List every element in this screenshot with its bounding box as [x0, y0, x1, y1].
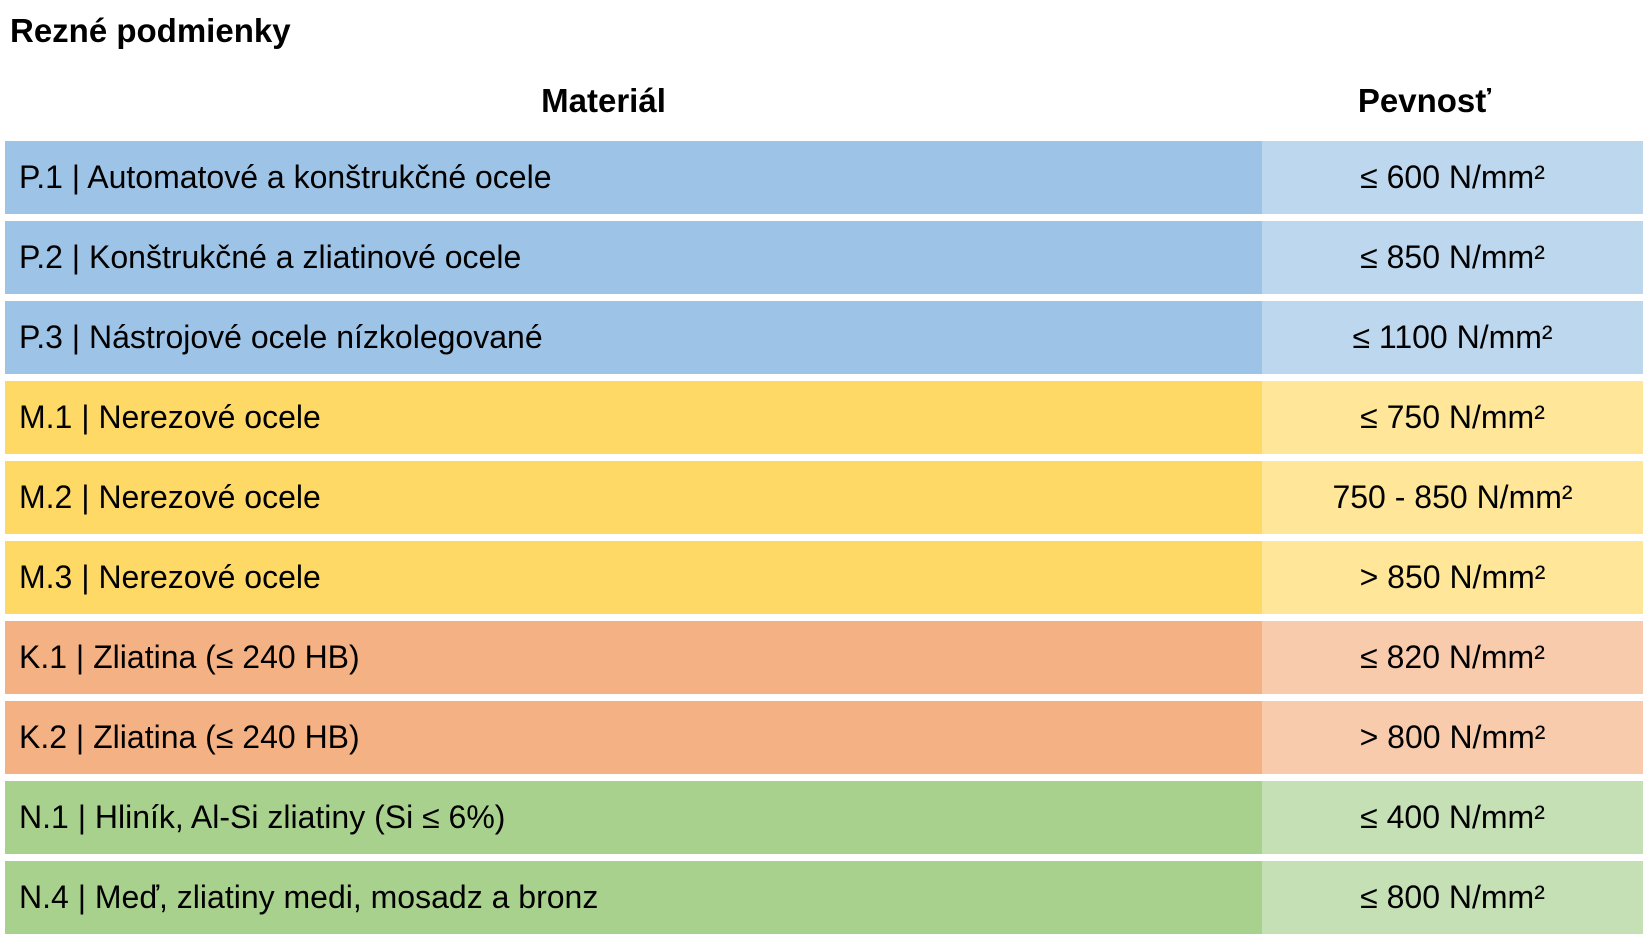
- material-cell: M.2 | Nerezové ocele: [5, 461, 1262, 534]
- table-row: P.3 | Nástrojové ocele nízkolegované ≤ 11…: [5, 301, 1643, 374]
- material-cell: N.1 | Hliník, Al-Si zliatiny (Si ≤ 6%): [5, 781, 1262, 854]
- strength-cell: ≤ 750 N/mm²: [1262, 381, 1643, 454]
- table-row: M.2 | Nerezové ocele 750 - 850 N/mm²: [5, 461, 1643, 534]
- strength-cell: > 800 N/mm²: [1262, 701, 1643, 774]
- column-header-material: Materiál: [541, 82, 666, 119]
- material-cell: P.2 | Konštrukčné a zliatinové ocele: [5, 221, 1262, 294]
- strength-cell: ≤ 850 N/mm²: [1262, 221, 1643, 294]
- table-row: K.2 | Zliatina (≤ 240 HB) > 800 N/mm²: [5, 701, 1643, 774]
- material-cell: M.1 | Nerezové ocele: [5, 381, 1262, 454]
- material-cell: K.2 | Zliatina (≤ 240 HB): [5, 701, 1262, 774]
- table-row: K.1 | Zliatina (≤ 240 HB) ≤ 820 N/mm²: [5, 621, 1643, 694]
- material-cell: N.4 | Meď, zliatiny medi, mosadz a bronz: [5, 861, 1262, 934]
- page-title: Rezné podmienky: [10, 12, 291, 49]
- strength-cell: ≤ 1100 N/mm²: [1262, 301, 1643, 374]
- table-header-row: Materiál Pevnosť: [5, 82, 1643, 120]
- table-row: M.1 | Nerezové ocele ≤ 750 N/mm²: [5, 381, 1643, 454]
- cutting-conditions-table: P.1 | Automatové a konštrukčné ocele ≤ 60…: [5, 141, 1643, 941]
- strength-cell: 750 - 850 N/mm²: [1262, 461, 1643, 534]
- table-row: P.2 | Konštrukčné a zliatinové ocele ≤ 85…: [5, 221, 1643, 294]
- strength-cell: ≤ 820 N/mm²: [1262, 621, 1643, 694]
- table-row: N.1 | Hliník, Al-Si zliatiny (Si ≤ 6%) ≤ …: [5, 781, 1643, 854]
- strength-cell: ≤ 800 N/mm²: [1262, 861, 1643, 934]
- material-cell: P.1 | Automatové a konštrukčné ocele: [5, 141, 1262, 214]
- table-row: N.4 | Meď, zliatiny medi, mosadz a bronz…: [5, 861, 1643, 934]
- strength-cell: > 850 N/mm²: [1262, 541, 1643, 614]
- strength-cell: ≤ 400 N/mm²: [1262, 781, 1643, 854]
- table-row: P.1 | Automatové a konštrukčné ocele ≤ 60…: [5, 141, 1643, 214]
- strength-cell: ≤ 600 N/mm²: [1262, 141, 1643, 214]
- table-row: M.3 | Nerezové ocele > 850 N/mm²: [5, 541, 1643, 614]
- material-cell: M.3 | Nerezové ocele: [5, 541, 1262, 614]
- column-header-strength: Pevnosť: [1357, 82, 1492, 119]
- material-cell: K.1 | Zliatina (≤ 240 HB): [5, 621, 1262, 694]
- material-cell: P.3 | Nástrojové ocele nízkolegované: [5, 301, 1262, 374]
